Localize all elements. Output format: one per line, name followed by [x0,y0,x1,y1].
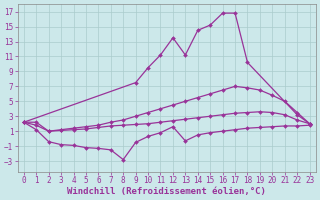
X-axis label: Windchill (Refroidissement éolien,°C): Windchill (Refroidissement éolien,°C) [67,187,266,196]
